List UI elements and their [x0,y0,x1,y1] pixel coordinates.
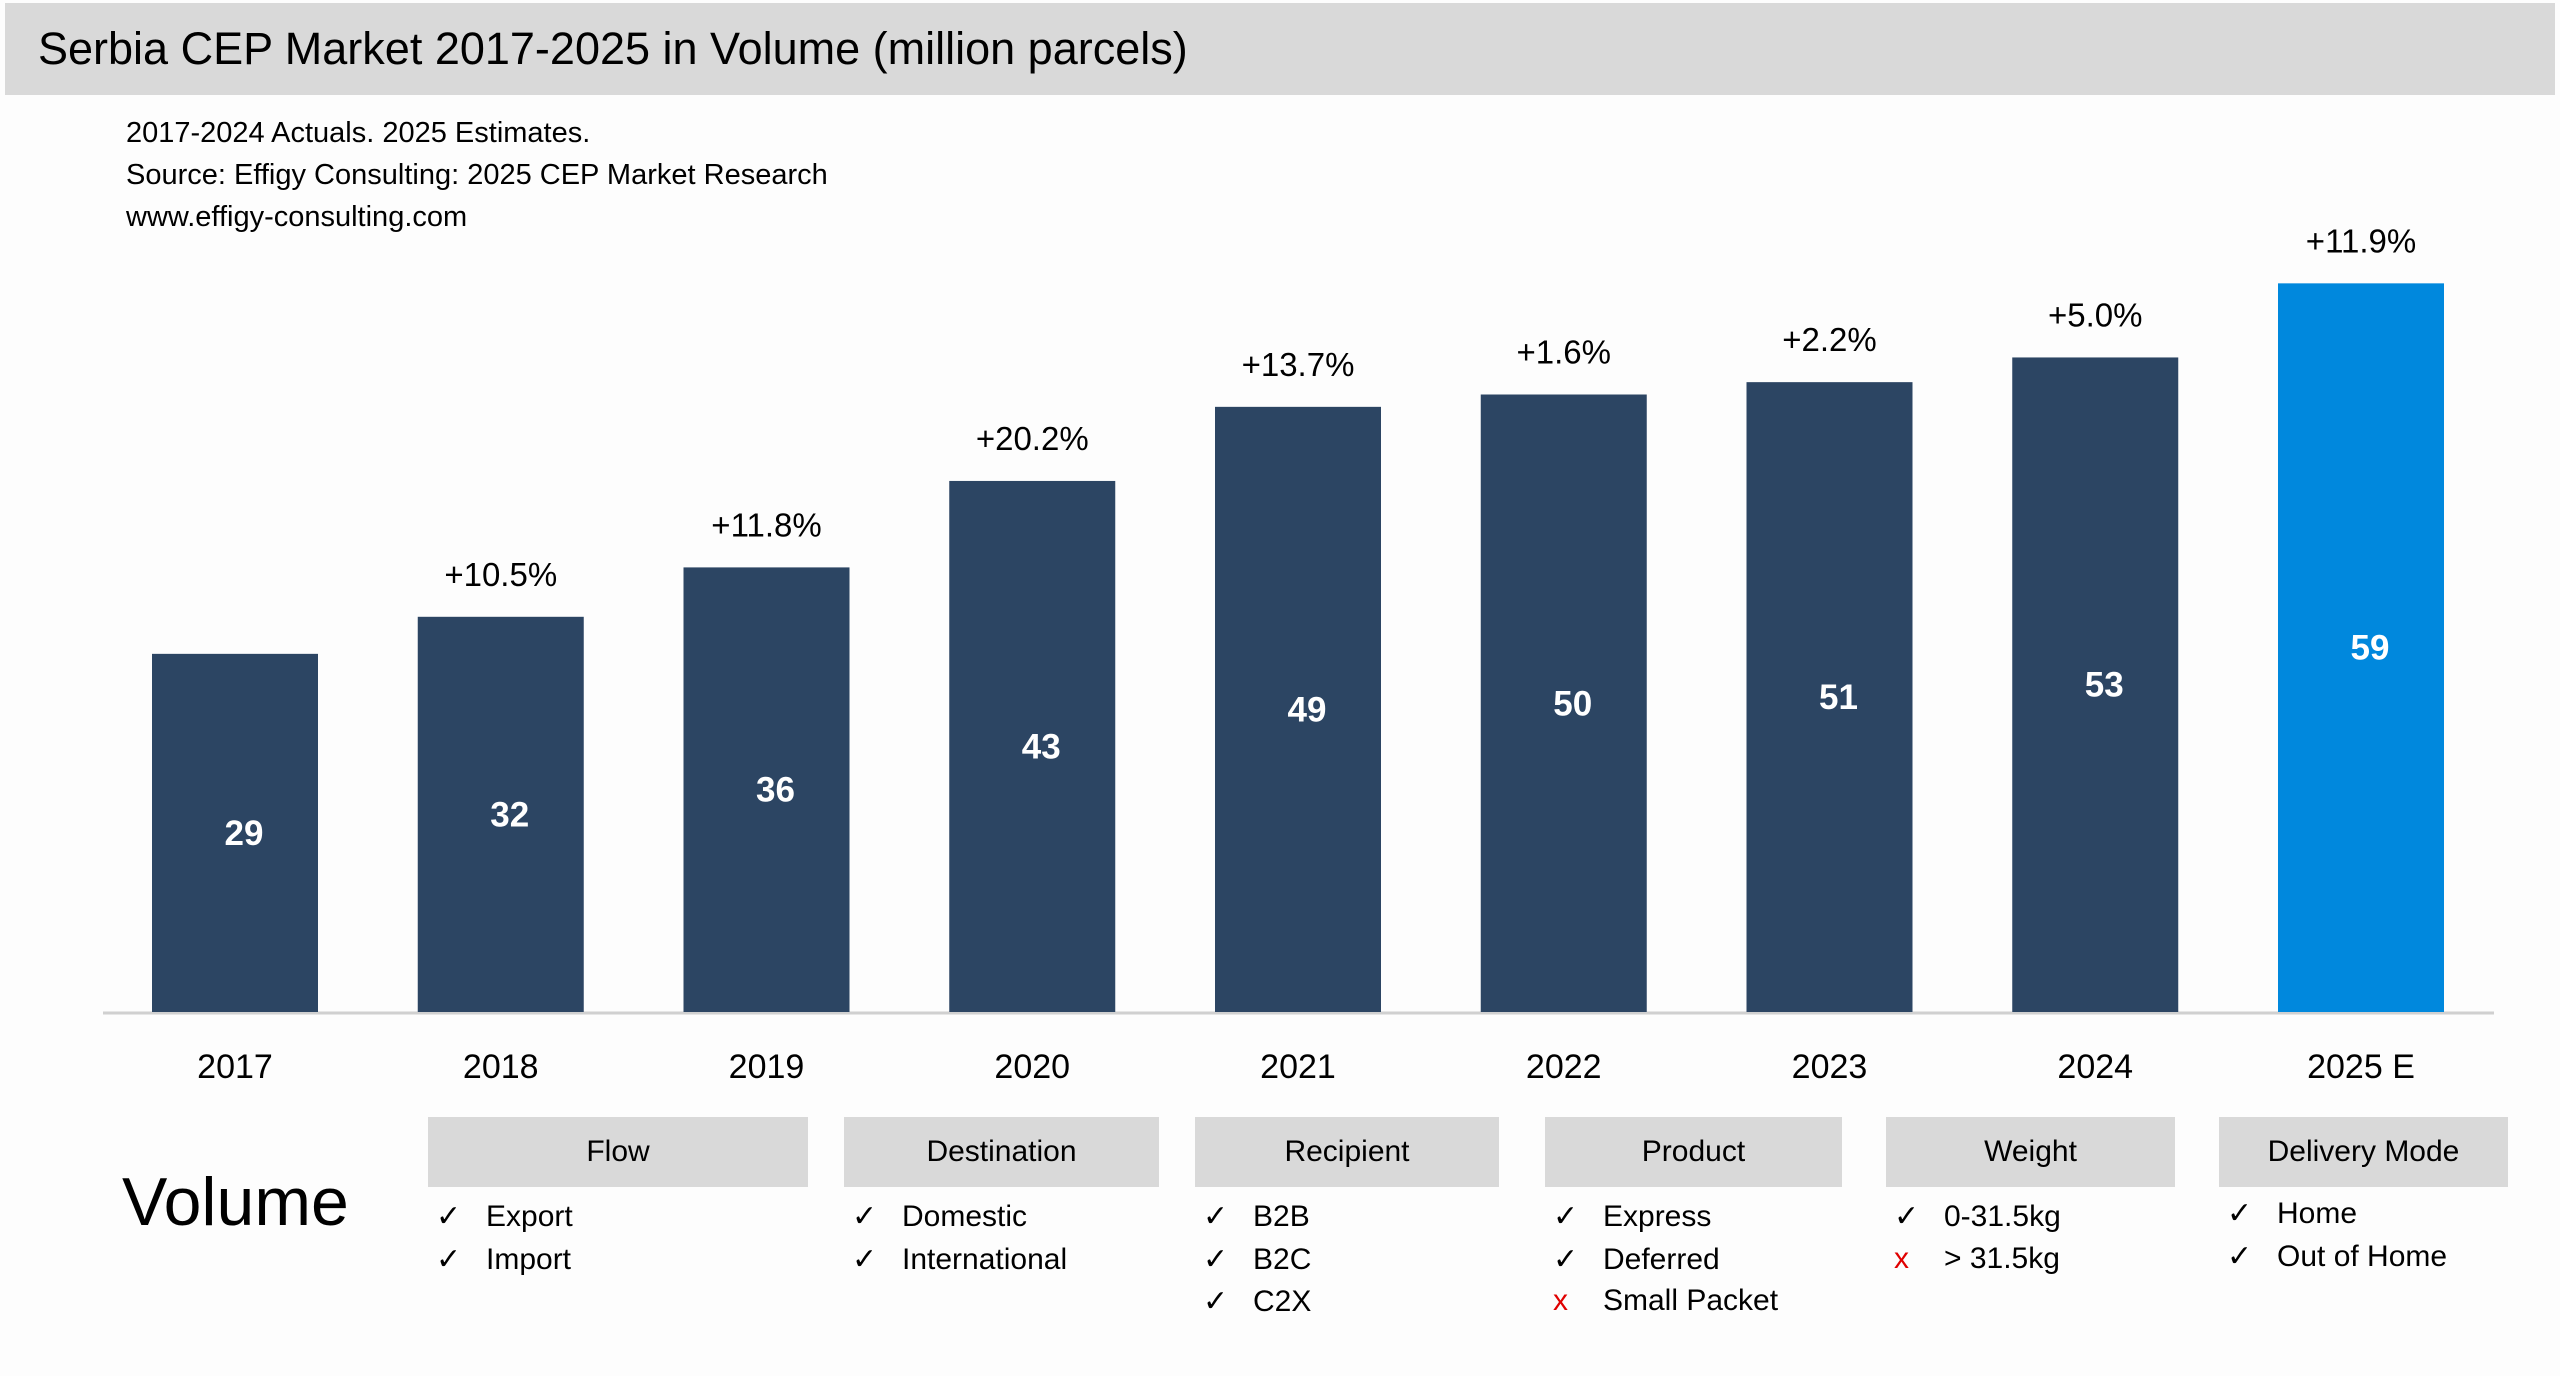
value-label: 36 [756,771,795,810]
check-icon: ✓ [1553,1200,1579,1233]
scope-item-label: Home [2277,1197,2358,1230]
scope-item-label: Out of Home [2277,1239,2448,1273]
x-tick-label: 2025 E [2307,1048,2415,1086]
growth-label: +10.5% [444,556,557,593]
value-label: 49 [1288,690,1327,729]
bar-2023 [1746,382,1913,1012]
check-icon: ✓ [852,1242,878,1276]
scope-item: ✓ Domestic [852,1199,1027,1234]
check-icon: ✓ [436,1200,462,1233]
check-icon: ✓ [1203,1200,1229,1233]
scope-header-recipient: Recipient [1195,1117,1499,1187]
bar-2018 [417,616,584,1012]
scope-item-label: B2B [1253,1200,1310,1233]
bar-2017 [152,653,318,1012]
scope-item: ✓ Import [436,1242,571,1277]
scope-header-weight: Weight [1886,1117,2175,1187]
scope-item: ✓ B2C [1203,1242,1311,1277]
x-tick-label: 2017 [197,1048,273,1086]
scope-item-label: 0-31.5kg [1944,1200,2061,1233]
scope-item: ✓ C2X [1203,1284,1311,1319]
bar-2024 [2012,357,2179,1012]
x-tick-label: 2018 [463,1048,539,1086]
x-tick-label: 2021 [1260,1048,1336,1086]
growth-label: +5.0% [2048,296,2143,333]
bar-2020 [949,480,1116,1012]
scope-item: ✓ International [852,1242,1067,1277]
x-tick-label: 2022 [1526,1048,1602,1086]
value-label: 53 [2085,666,2124,705]
scope-item: ✓ Deferred [1553,1242,1720,1277]
page-title: Serbia CEP Market 2017-2025 in Volume (m… [38,23,1188,74]
bar-2022 [1480,394,1647,1012]
scope-label: Volume [122,1164,349,1240]
check-icon: ✓ [2227,1197,2253,1230]
scope-item-label: > 31.5kg [1944,1241,2060,1275]
growth-label: +11.8% [711,506,821,543]
growth-label: +20.2% [976,420,1089,457]
scope-item-label: Export [486,1200,573,1233]
check-icon: ✓ [852,1200,878,1233]
check-icon: ✓ [1553,1242,1579,1276]
x-icon: x [1553,1284,1568,1317]
scope-item-label: International [902,1242,1068,1276]
bar-2019 [683,567,850,1012]
note-actuals: 2017-2024 Actuals. 2025 Estimates. [126,117,591,149]
growth-label: +13.7% [1242,346,1355,383]
title-bar: Serbia CEP Market 2017-2025 in Volume (m… [5,3,2555,95]
check-icon: ✓ [1203,1242,1229,1276]
value-label: 51 [1819,678,1858,717]
scope-item: ✓ Out of Home [2227,1239,2447,1274]
scope-item-label: Domestic [902,1200,1028,1233]
scope-item-label: C2X [1253,1285,1312,1318]
scope-item: ✓ Home [2227,1196,2357,1231]
scope-item: ✓ B2B [1203,1199,1310,1234]
x-tick-label: 2023 [1792,1048,1868,1086]
x-tick-label: 2019 [729,1048,805,1086]
bar-2025 E [2278,283,2444,1013]
check-icon: ✓ [1894,1200,1920,1233]
scope-item-label: Import [486,1242,572,1276]
x-icon: x [1894,1241,1909,1275]
x-tick-label: 2020 [994,1048,1070,1086]
value-label: 32 [490,795,529,834]
scope-item-label: Express [1603,1200,1712,1233]
bar-2021 [1215,406,1381,1013]
scope-item-label: Small Packet [1603,1284,1779,1317]
note-source: Source: Effigy Consulting: 2025 CEP Mark… [126,159,828,191]
value-label: 43 [1022,727,1061,766]
value-label: 50 [1553,684,1592,723]
growth-label: +11.9% [2306,222,2416,259]
check-icon: ✓ [1203,1285,1229,1318]
check-icon: ✓ [436,1242,462,1276]
growth-label: +2.2% [1782,321,1877,358]
bar-chart: 29 2017 32 +10.5% 2018 36 +11.8% 2019 43 +20.2% 20… [103,222,2494,1086]
scope-item-label: Deferred [1603,1242,1720,1276]
scope-item: ✓ Export [436,1199,573,1234]
x-tick-label: 2024 [2057,1048,2133,1086]
scope-item: ✓ 0-31.5kg [1894,1199,2061,1234]
scope-item: x > 31.5kg [1894,1242,2060,1276]
growth-label: +1.6% [1517,334,1612,371]
check-icon: ✓ [2227,1239,2253,1273]
scope-header-destination: Destination [844,1117,1159,1187]
value-label: 59 [2351,629,2390,668]
scope-item: x Small Packet [1553,1284,1778,1318]
scope-header-flow: Flow [428,1117,808,1187]
scope-header-delivery-mode: Delivery Mode [2219,1117,2508,1187]
scope-header-product: Product [1545,1117,1842,1187]
note-website: www.effigy-consulting.com [126,201,468,233]
scope-item: ✓ Express [1553,1199,1711,1234]
scope-item-label: B2C [1253,1242,1312,1276]
value-label: 29 [225,814,264,853]
